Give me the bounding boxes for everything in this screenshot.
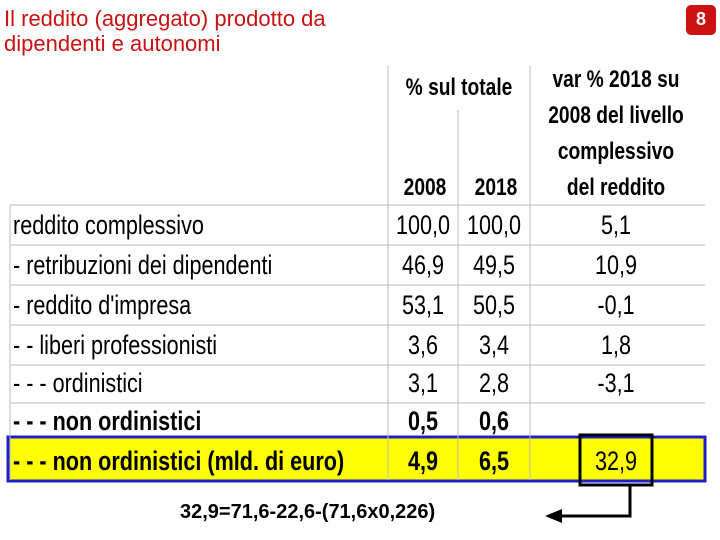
cell: 53,1 bbox=[401, 290, 445, 320]
cell: 6,5 bbox=[478, 446, 510, 476]
cell: 46,9 bbox=[401, 250, 445, 280]
callout-box bbox=[578, 433, 654, 487]
cell: 0,6 bbox=[478, 406, 510, 436]
highlight-row bbox=[6, 435, 707, 483]
year-header: 2018 bbox=[474, 174, 518, 201]
arrowhead bbox=[545, 509, 562, 523]
cell: 2,8 bbox=[478, 368, 510, 398]
cell: 32,9 bbox=[594, 446, 638, 476]
cell: 4,9 bbox=[407, 446, 439, 476]
cell: -3,1 bbox=[597, 368, 635, 398]
row-label: - - liberi professionisti bbox=[13, 330, 218, 360]
cell: 50,5 bbox=[472, 290, 516, 320]
var-header: 2008 del livello bbox=[548, 102, 684, 129]
cell: 100,0 bbox=[395, 210, 451, 240]
cell: 5,1 bbox=[600, 210, 632, 240]
cell: 49,5 bbox=[472, 250, 516, 280]
cell: 100,0 bbox=[466, 210, 522, 240]
title-line: dipendenti e autonomi bbox=[4, 31, 221, 56]
row-label: - reddito d'impresa bbox=[13, 290, 192, 320]
row-label: reddito complessivo bbox=[13, 210, 204, 240]
cell: 3,1 bbox=[407, 368, 439, 398]
title: Il reddito (aggregato) prodotto da dipen… bbox=[4, 6, 326, 56]
cell: 0,5 bbox=[407, 406, 439, 436]
row-label: - - - ordinistici bbox=[13, 368, 143, 398]
var-header: del reddito bbox=[566, 174, 666, 201]
cell: 10,9 bbox=[594, 250, 638, 280]
var-header: complessivo bbox=[557, 138, 675, 165]
group-header: % sul totale bbox=[405, 74, 513, 101]
page-badge bbox=[686, 5, 716, 35]
title-line: Il reddito (aggregato) prodotto da bbox=[4, 6, 326, 31]
cell: 3,6 bbox=[407, 330, 439, 360]
cell: 1,8 bbox=[600, 330, 632, 360]
cell: -0,1 bbox=[597, 290, 635, 320]
cell: 3,4 bbox=[478, 330, 510, 360]
row-label: - - - non ordinistici (mld. di euro) bbox=[13, 446, 345, 476]
row-label: - - - non ordinistici bbox=[13, 406, 202, 436]
page-number: 8 bbox=[695, 9, 707, 29]
formula: 32,9=71,6-22,6-(71,6x0,226) bbox=[180, 501, 436, 523]
row-label: - retribuzioni dei dipendenti bbox=[13, 250, 273, 280]
year-header: 2008 bbox=[403, 174, 447, 201]
var-header: var % 2018 su bbox=[552, 66, 680, 93]
arrow bbox=[560, 485, 632, 518]
